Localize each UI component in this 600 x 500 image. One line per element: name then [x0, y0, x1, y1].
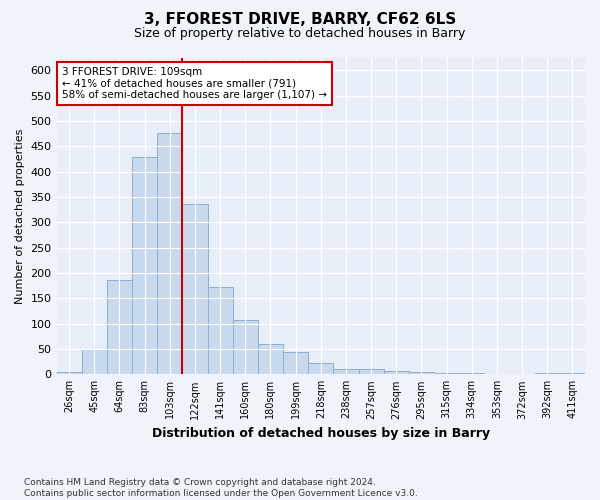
- Bar: [535, 373, 560, 374]
- Y-axis label: Number of detached properties: Number of detached properties: [15, 128, 25, 304]
- Text: Contains HM Land Registry data © Crown copyright and database right 2024.
Contai: Contains HM Land Registry data © Crown c…: [24, 478, 418, 498]
- Bar: [82, 349, 107, 374]
- Bar: [157, 133, 182, 374]
- Bar: [258, 344, 283, 374]
- Bar: [283, 352, 308, 374]
- Bar: [409, 372, 434, 374]
- Bar: [359, 369, 383, 374]
- Bar: [56, 372, 82, 374]
- Bar: [208, 287, 233, 374]
- Bar: [383, 371, 409, 374]
- Bar: [334, 369, 359, 374]
- Text: 3 FFOREST DRIVE: 109sqm
← 41% of detached houses are smaller (791)
58% of semi-d: 3 FFOREST DRIVE: 109sqm ← 41% of detache…: [62, 67, 327, 100]
- X-axis label: Distribution of detached houses by size in Barry: Distribution of detached houses by size …: [152, 427, 490, 440]
- Bar: [308, 363, 334, 374]
- Text: 3, FFOREST DRIVE, BARRY, CF62 6LS: 3, FFOREST DRIVE, BARRY, CF62 6LS: [144, 12, 456, 28]
- Bar: [233, 320, 258, 374]
- Bar: [182, 204, 208, 374]
- Text: Size of property relative to detached houses in Barry: Size of property relative to detached ho…: [134, 28, 466, 40]
- Bar: [132, 158, 157, 374]
- Bar: [434, 373, 459, 374]
- Bar: [107, 280, 132, 374]
